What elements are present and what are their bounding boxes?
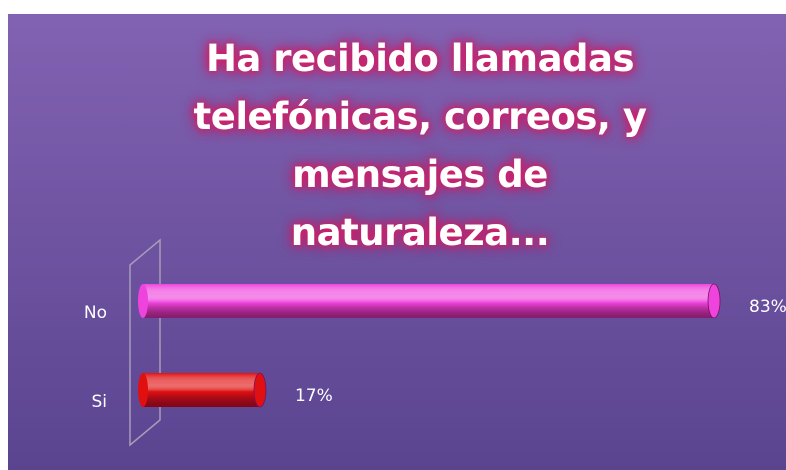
plot-bg xyxy=(8,14,786,470)
bar-end-cap xyxy=(253,372,267,408)
value-label: 83% xyxy=(749,297,786,317)
bar-start-cap xyxy=(138,284,148,318)
bar-body xyxy=(143,284,715,318)
back-wall xyxy=(129,238,161,447)
value-label: 17% xyxy=(295,386,333,406)
chart-title: Ha recibido llamadas telefónicas, correo… xyxy=(193,37,647,254)
bar-end-cap xyxy=(707,283,721,319)
y-tick-label: No xyxy=(84,303,107,323)
bar-body xyxy=(143,373,260,407)
bar-start-cap xyxy=(138,373,148,407)
bar xyxy=(138,283,721,319)
y-tick-label: Si xyxy=(91,392,107,412)
bar xyxy=(138,372,267,408)
